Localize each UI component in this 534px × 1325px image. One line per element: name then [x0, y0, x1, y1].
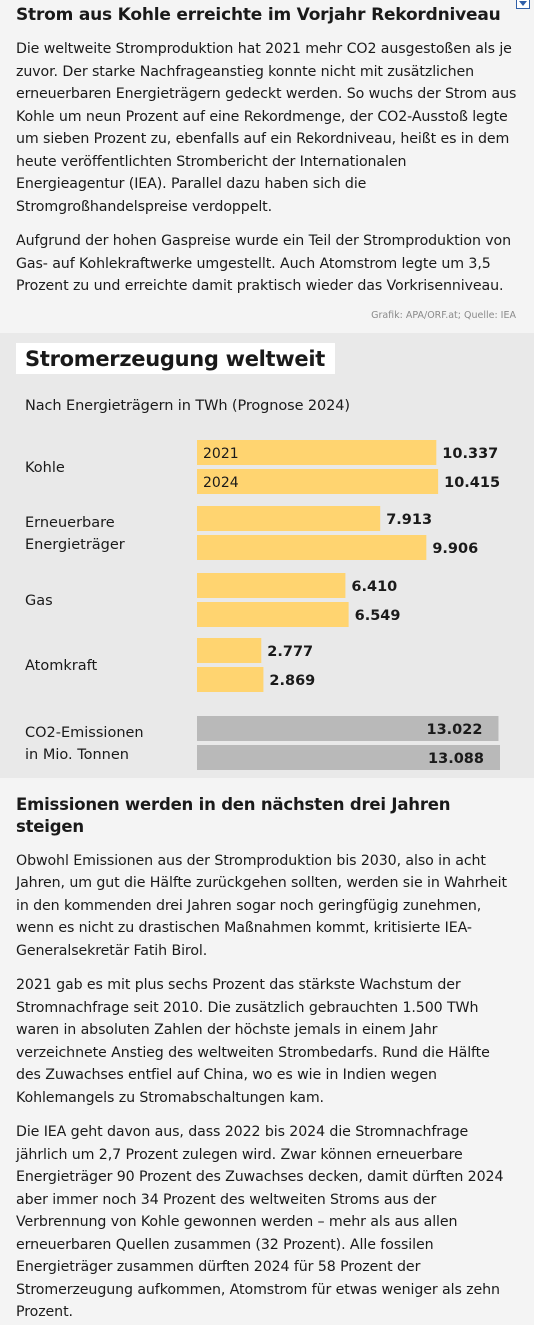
chart: Stromerzeugung weltweit Nach Energieträg…: [0, 332, 534, 778]
value-label-1-0: 7.913: [386, 512, 432, 528]
category-label-1-0: Erneuerbare: [25, 515, 115, 531]
value-label-3-1: 2.869: [269, 673, 315, 689]
value-label-0-1: 10.415: [444, 475, 500, 491]
bar-3-1: [197, 666, 264, 692]
value-label-4-1: 13.088: [428, 751, 484, 767]
value-label-1-1: 9.906: [432, 541, 478, 557]
category-label-0-0: Kohle: [25, 460, 65, 476]
chart-subtitle: Nach Energieträgern in TWh (Prognose 202…: [25, 397, 350, 414]
section-paragraph-1: Obwohl Emissionen aus der Stromproduktio…: [16, 852, 507, 959]
bar-0-0: [197, 439, 437, 465]
bar-1-1: [197, 534, 427, 560]
value-label-2-1: 6.549: [355, 608, 401, 624]
bar-1-0: [197, 505, 381, 531]
category-label-2-0: Gas: [25, 593, 53, 609]
category-label-4-1: in Mio. Tonnen: [25, 747, 129, 763]
category-label-1-1: Energieträger: [25, 537, 125, 553]
section-paragraph-2: 2021 gab es mit plus sechs Prozent das s…: [16, 977, 490, 1106]
category-label-4-0: CO2-Emissionen: [25, 725, 144, 741]
series-label-1: 2024: [203, 475, 239, 491]
value-label-0-0: 10.337: [442, 446, 498, 462]
series-label-0: 2021: [203, 446, 239, 462]
chart-credit: Grafik: APA/ORF.at; Quelle: IEA: [371, 309, 516, 321]
category-label-3-0: Atomkraft: [25, 658, 97, 674]
scroll-down-icon[interactable]: [516, 0, 530, 9]
bar-2-0: [197, 572, 346, 598]
article-headline: Strom aus Kohle erreichte im Vorjahr Rek…: [16, 5, 501, 25]
article-section-2: Emissionen werden in den nächsten drei J…: [0, 794, 534, 1324]
bar-3-0: [197, 637, 262, 663]
chart-title: Stromerzeugung weltweit: [25, 346, 325, 371]
value-label-4-0: 13.022: [427, 722, 483, 738]
bar-0-1: [197, 468, 439, 494]
section-paragraph-3: Die IEA geht davon aus, dass 2022 bis 20…: [16, 1124, 504, 1320]
bar-4-0: [197, 715, 499, 741]
value-label-2-0: 6.410: [351, 579, 397, 595]
section-headline: Emissionen werden in den nächsten drei J…: [16, 794, 451, 836]
article-top: Strom aus Kohle erreichte im Vorjahr Rek…: [0, 0, 534, 321]
article-paragraph-2: Aufgrund der hohen Gaspreise wurde ein T…: [16, 233, 512, 294]
bar-chart-svg: Kohle 2021 10.337 2024 10.415 Erneuerbare Ener…: [25, 439, 500, 770]
bar-4-1: [197, 744, 500, 770]
value-label-3-0: 2.777: [267, 644, 313, 660]
article-paragraph-1: Die weltweite Stromproduktion hat 2021 m…: [16, 41, 517, 215]
bar-2-1: [197, 601, 349, 627]
chart-title-box: Stromerzeugung weltweit: [16, 342, 335, 374]
